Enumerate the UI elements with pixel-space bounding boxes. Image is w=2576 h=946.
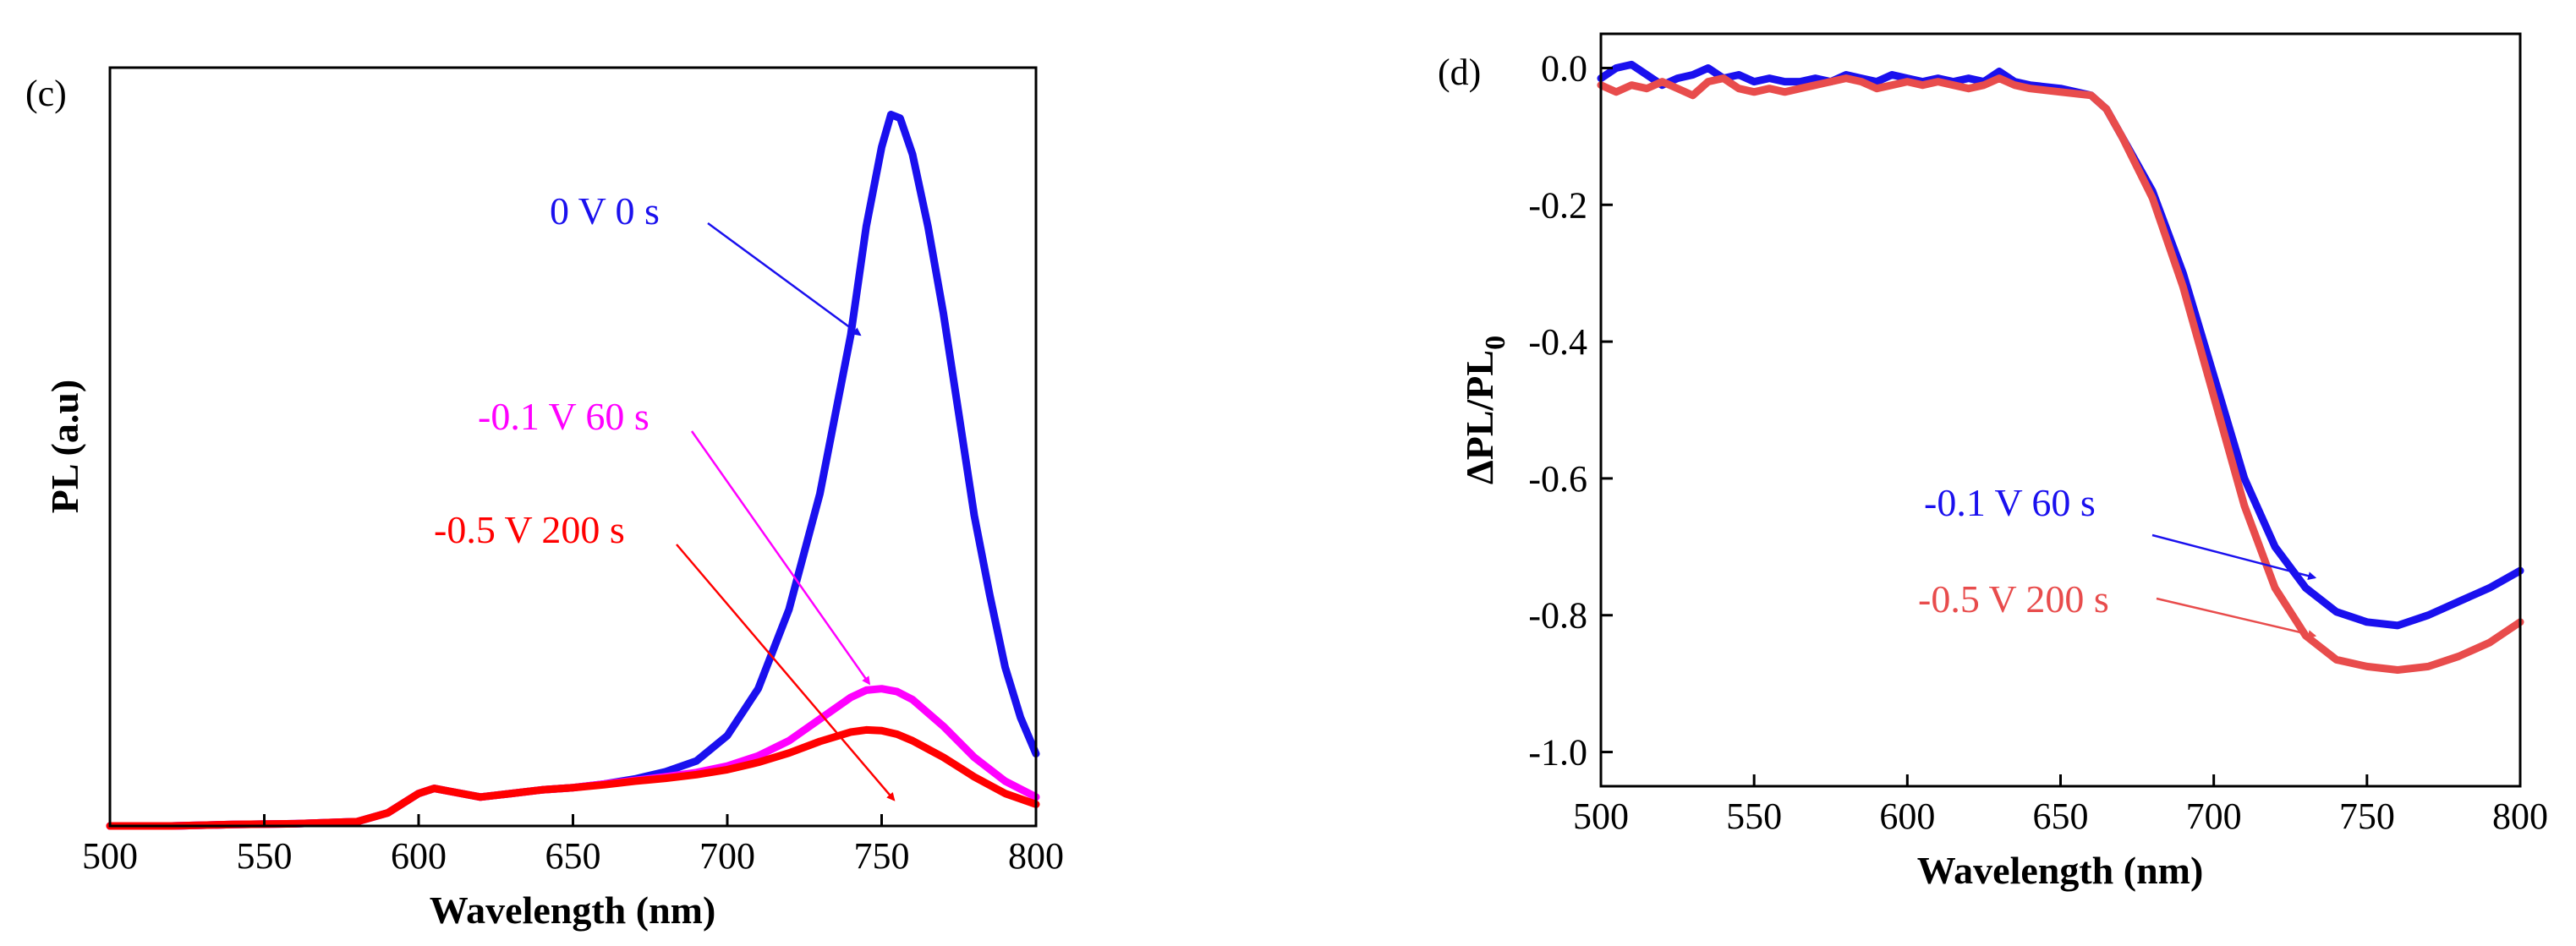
- panel-c-xtick-label-650: 650: [545, 835, 601, 877]
- panel-c-y-axis-title: PL (a.u): [43, 380, 86, 513]
- panel-c-xtick-label-800: 800: [1008, 835, 1064, 877]
- panel-d-xtick-label-650: 650: [2033, 796, 2089, 837]
- panel-d-series-0-5-v-200-s-line: [1597, 74, 2524, 674]
- panel-d-xtick-label-800: 800: [2492, 796, 2548, 837]
- panel-d-plot-frame: [1599, 32, 2522, 788]
- panel-d-xtick-label-600: 600: [1879, 796, 1935, 837]
- panel-c-xtick-label-750: 750: [854, 835, 910, 877]
- panel-d-ytick-label-3: -0.6: [1528, 458, 1587, 500]
- panel-d-series-0-1-v-60-s-line: [1597, 60, 2524, 630]
- panel-d-y-axis-title-subscript: 0: [1480, 336, 1511, 350]
- panel-d-ytick-label-1: -0.2: [1528, 184, 1587, 226]
- panel-c: (c) 500 550 600 650 700 750 800 Wavelength (nm…: [25, 66, 1064, 932]
- panel-d-ytick-label-5: -1.0: [1528, 732, 1587, 774]
- panel-d-annotation-0-1-v-60-s-label: -0.1 V 60 s: [1924, 481, 2096, 524]
- panel-c-series-0-1-v-60-s-line: [106, 685, 1040, 830]
- panel-d-ytick-label-2: -0.4: [1528, 321, 1587, 363]
- panel-c-xtick-label-550: 550: [237, 835, 293, 877]
- panel-c-annotation-0-v-0-s-label: 0 V 0 s: [550, 189, 660, 232]
- panel-d-xtick-label-750: 750: [2339, 796, 2395, 837]
- panel-c-x-axis-title: Wavelength (nm): [430, 889, 716, 932]
- panel-c-plot-frame: [108, 66, 1038, 828]
- panel-d-xtick-label-500: 500: [1573, 796, 1629, 837]
- panel-d-y-axis-title-main: ΔPL/PL: [1458, 350, 1501, 484]
- panel-d: (d) 500 550 600 650 700 750 800 0.0 -0.2 -0.4 -0.…: [1438, 32, 2548, 892]
- panel-d-annotation-0-5-v-200-s-arrow: [2156, 597, 2317, 639]
- panel-d-annotation-0-5-v-200-s-label: -0.5 V 200 s: [1918, 577, 2109, 621]
- panel-d-ytick-label-4: -0.8: [1528, 595, 1587, 637]
- panel-d-ytick-label-0: 0.0: [1541, 47, 1587, 89]
- panel-d-xtick-label-700: 700: [2186, 796, 2242, 837]
- panel-d-x-axis-title: Wavelength (nm): [1917, 849, 2204, 892]
- panel-d-xtick-label-550: 550: [1726, 796, 1782, 837]
- panel-d-label: (d): [1438, 52, 1481, 93]
- panel-d-annotations: -0.1 V 60 s -0.5 V 200 s: [1918, 481, 2317, 639]
- panel-c-annotation-0-5-v-200-s-arrow: [676, 544, 896, 801]
- panel-c-annotation-0-5-v-200-s-label: -0.5 V 200 s: [434, 508, 625, 551]
- panel-c-xtick-label-600: 600: [391, 835, 447, 877]
- panel-c-series-0-5-v-200-s-line: [106, 725, 1040, 830]
- panel-d-y-axis-title: ΔPL/PL0: [1458, 336, 1511, 484]
- panel-c-xtick-label-500: 500: [82, 835, 138, 877]
- panel-d-xticks: 500 550 600 650 700 750 800: [1573, 774, 2548, 837]
- panel-c-annotation-0-1-v-60-s-arrow: [690, 430, 871, 686]
- panel-c-annotation-0-v-0-s-arrow: [707, 221, 862, 336]
- panel-d-series-layer: [1597, 60, 2524, 674]
- panel-d-annotation-0-1-v-60-s-arrow: [2151, 533, 2317, 581]
- panel-c-xtick-label-700: 700: [699, 835, 755, 877]
- panel-c-annotation-0-1-v-60-s-label: -0.1 V 60 s: [478, 395, 649, 438]
- panel-c-annotations: 0 V 0 s -0.1 V 60 s -0.5 V 200 s: [434, 189, 896, 801]
- panel-c-label: (c): [25, 73, 67, 114]
- panel-c-series-layer: [106, 111, 1040, 830]
- panel-c-xticks: 500 550 600 650 700 750 800: [82, 814, 1064, 877]
- panel-d-yticks: 0.0 -0.2 -0.4 -0.6 -0.8 -1.0: [1528, 47, 1613, 774]
